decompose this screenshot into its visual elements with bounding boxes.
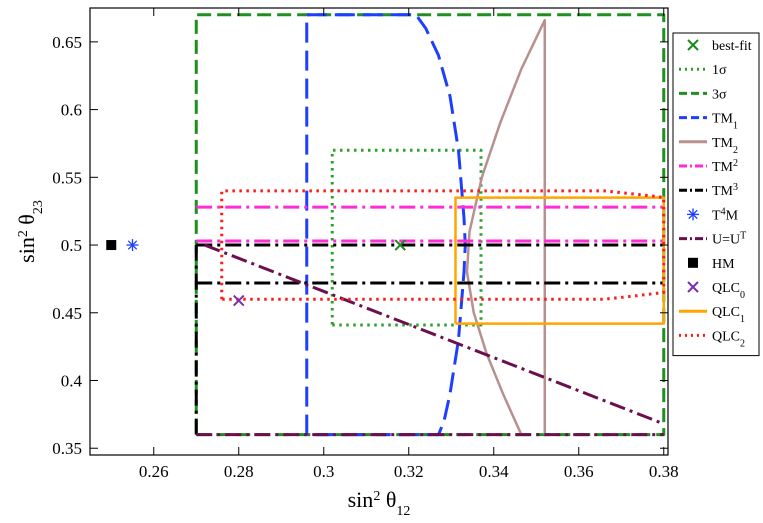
legend-label: 1σ (712, 63, 727, 78)
legend-entry-qlc1: QLC1 (679, 305, 745, 325)
legend-entry-uut: U=UT (679, 230, 746, 248)
legend-entry-sigma3: 3σ (679, 87, 727, 102)
y-tick-label: 0.35 (52, 439, 82, 458)
legend-label: T4M (712, 206, 739, 224)
series-hm-marker (106, 240, 117, 251)
y-axis-title: sin2 θ23 (14, 200, 46, 263)
legend-box (672, 32, 760, 357)
series-tm2-line (465, 18, 546, 436)
legend-label: best-fit (712, 39, 752, 54)
legend-entry-qlc0: QLC0 (687, 281, 745, 301)
y-tick-label: 0.45 (52, 304, 82, 323)
legend: best-fit 1σ 3σ TM1 TM2 TM2 TM3 T4M U=UT HM QLC0 QLC… (672, 32, 760, 357)
legend-label: QLC0 (712, 281, 745, 301)
plot-markers-layer (106, 239, 406, 307)
legend-entry-bestfit: best-fit (687, 39, 752, 54)
legend-label: 3σ (712, 87, 727, 102)
plot-series-layer (194, 13, 666, 437)
y-axis-ticks: 0.35 0.4 0.45 0.5 0.55 0.6 0.65 (52, 33, 668, 458)
series-uut-line (204, 243, 665, 426)
series-sigma3-line (194, 13, 666, 437)
legend-entry-tm3: TM3 (679, 182, 738, 200)
x-tick-label: 0.38 (649, 462, 679, 481)
legend-label: HM (712, 257, 735, 272)
legend-label: U=UT (712, 230, 746, 248)
legend-entry-qlc2: QLC2 (679, 329, 745, 349)
legend-swatch (687, 208, 699, 221)
legend-swatch (687, 281, 699, 293)
series-qlc1-line (454, 196, 665, 325)
legend-label: TM1 (712, 112, 738, 132)
legend-entry-sigma1: 1σ (679, 63, 727, 78)
y-tick-label: 0.65 (52, 33, 82, 52)
y-tick-label: 0.4 (61, 372, 83, 391)
series-t4m-marker (126, 239, 139, 252)
series-qlc2-line (220, 189, 666, 301)
x-tick-label: 0.28 (224, 462, 254, 481)
legend-entry-hm: HM (688, 257, 735, 272)
x-axis-ticks: 0.26 0.28 0.3 0.32 0.34 0.36 0.38 (139, 8, 679, 481)
series-tm1-line (305, 13, 467, 437)
legend-entry-t4m: T4M (687, 206, 739, 224)
legend-label: TM3 (712, 182, 738, 200)
y-tick-label: 0.55 (52, 168, 82, 187)
x-tick-label: 0.34 (479, 462, 509, 481)
legend-label: QLC1 (712, 305, 745, 325)
legend-label: TM2 (712, 158, 738, 176)
series-sigma1-line (330, 148, 483, 327)
legend-entry-tm2b: TM2 (679, 158, 738, 176)
legend-entry-tm1: TM1 (679, 112, 738, 132)
x-tick-label: 0.3 (313, 462, 334, 481)
x-tick-label: 0.26 (139, 462, 169, 481)
x-axis-title: sin2 θ12 (348, 487, 411, 519)
legend-label: TM2 (712, 136, 738, 156)
legend-entry-tm2: TM2 (679, 136, 738, 156)
plot-frame (89, 7, 669, 456)
legend-swatch (688, 257, 698, 268)
x-tick-label: 0.36 (564, 462, 594, 481)
series-bestfit-marker (394, 239, 406, 251)
series-qlc0-marker (233, 294, 245, 307)
y-tick-label: 0.5 (61, 236, 82, 255)
y-tick-label: 0.6 (61, 101, 82, 120)
legend-label: QLC2 (712, 329, 745, 349)
legend-swatch (687, 39, 699, 51)
x-tick-label: 0.32 (394, 462, 424, 481)
